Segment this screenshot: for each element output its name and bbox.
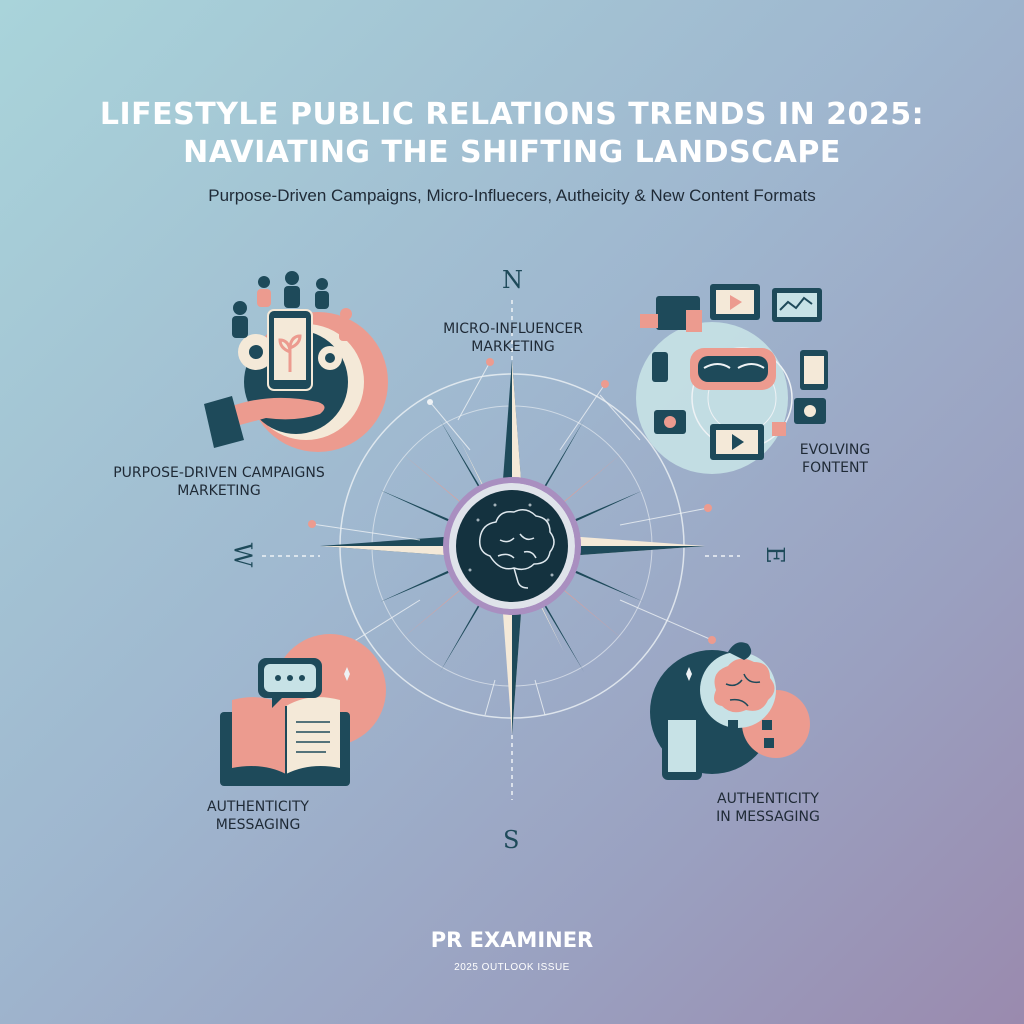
label-purpose-driven: PURPOSE-DRIVEN CAMPAIGNS MARKETING	[113, 465, 325, 499]
brand-logo: PR EXAMINER	[430, 928, 594, 952]
brain-icon	[478, 509, 555, 589]
open-book-icon	[220, 634, 386, 786]
compass-east-label: E	[760, 546, 789, 564]
label-authenticity-in-messaging: AUTHENTICITY IN MESSAGING	[716, 791, 820, 825]
compass-north-label: N	[502, 266, 523, 294]
label-evolving-content: EVOLVING FONTENT	[799, 442, 871, 476]
phone-brain-icon	[650, 642, 810, 780]
brand-issue: 2025 OUTLOOK ISSUE	[454, 962, 570, 973]
label-authenticity-messaging: AUTHENTICITY MESSAGING	[207, 799, 309, 833]
compass-south-label: S	[503, 826, 520, 854]
page-subtitle: Purpose-Driven Campaigns, Micro-Influece…	[208, 186, 816, 205]
community-hand-icon	[204, 271, 388, 452]
title-line-1: LIFESTYLE PUBLIC RELATIONS TRENDS IN 202…	[99, 97, 925, 132]
media-devices-icon	[636, 284, 828, 474]
page-title: LIFESTYLE PUBLIC RELATIONS TRENDS IN 202…	[0, 96, 1024, 172]
title-line-2: NAVIATING THE SHIFTING LANDSCAPE	[183, 135, 841, 170]
label-micro-influencer: MICRO-INFLUENCER MARKETING	[443, 321, 583, 355]
compass-rose-icon	[262, 300, 740, 800]
compass-west-label: W	[228, 542, 257, 568]
